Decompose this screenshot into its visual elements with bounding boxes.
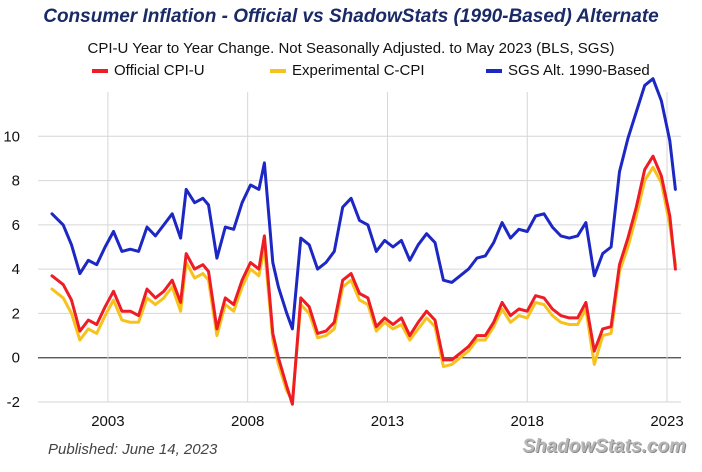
y-tick-label: 0 (12, 350, 20, 367)
chart-title: Consumer Inflation - Official vs ShadowS… (43, 6, 659, 27)
y-tick-label: 2 (12, 305, 20, 322)
x-tick-label: 2003 (91, 413, 124, 430)
y-tick-label: -2 (7, 394, 20, 411)
legend-item-sgs: SGS Alt. 1990-Based (486, 62, 650, 79)
plot-area (38, 92, 681, 402)
legend-item-official-cpi: Official CPI-U (92, 62, 205, 79)
x-tick-label: 2008 (231, 413, 264, 430)
y-tick-label: 4 (12, 261, 20, 278)
legend-label-c-cpi: Experimental C-CPI (292, 62, 425, 79)
legend-swatch-official-cpi (92, 68, 108, 73)
legend-swatch-sgs (486, 68, 502, 73)
legend-swatch-c-cpi (270, 68, 286, 73)
y-tick-label: 10 (3, 128, 20, 145)
y-tick-label: 8 (12, 173, 20, 190)
series-line-experimental-c-cpi (50, 165, 677, 402)
legend-label-official-cpi: Official CPI-U (114, 62, 205, 79)
x-tick-label: 2013 (371, 413, 404, 430)
y-tick-label: 6 (12, 217, 20, 234)
x-tick-label: 2023 (650, 413, 683, 430)
published-date: Published: June 14, 2023 (48, 441, 218, 458)
brand-watermark: ShadowStats.com (522, 436, 686, 457)
chart-subtitle: CPI-U Year to Year Change. Not Seasonall… (87, 40, 615, 57)
series-line-official-cpi-u (50, 154, 677, 406)
x-tick-label: 2018 (511, 413, 544, 430)
series-line-sgs-alt-1990-based (50, 77, 677, 331)
legend-label-sgs: SGS Alt. 1990-Based (508, 62, 650, 79)
legend: Official CPI-U Experimental C-CPI SGS Al… (0, 62, 702, 84)
legend-item-c-cpi: Experimental C-CPI (270, 62, 425, 79)
